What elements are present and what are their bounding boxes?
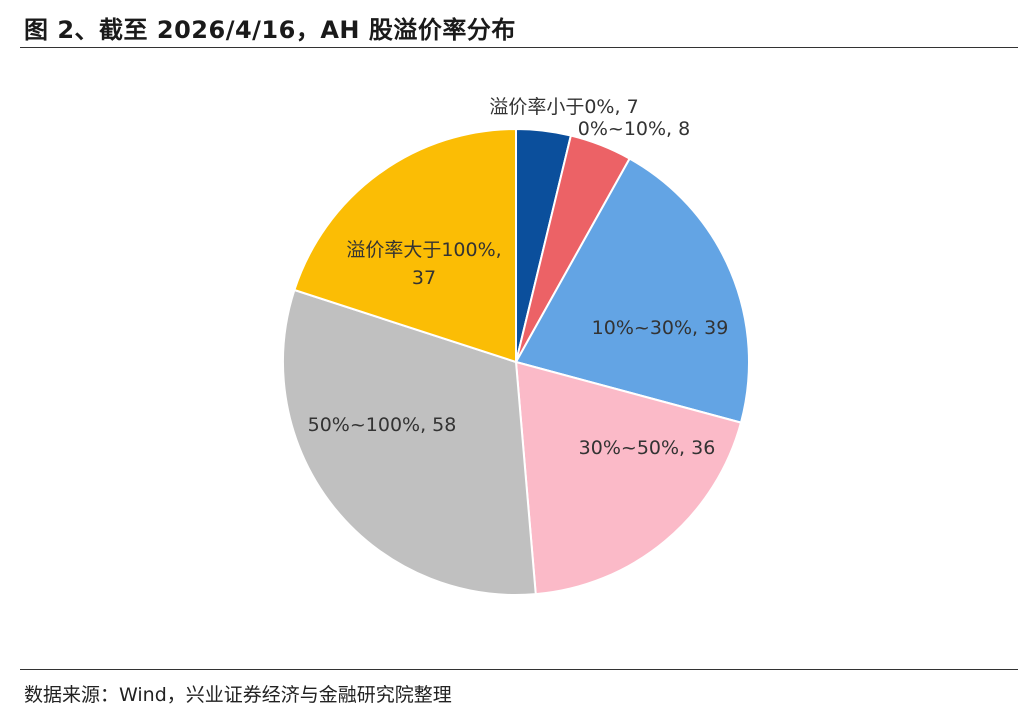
source-note: 数据来源：Wind，兴业证券经济与金融研究院整理 xyxy=(24,684,452,706)
pie-slice-5 xyxy=(282,288,537,596)
pie-slice-4 xyxy=(514,360,743,596)
pie-data-label-5: 50%~100%, 58 xyxy=(308,414,457,436)
source-rule xyxy=(20,669,1018,670)
pie-data-label-4: 30%~50%, 36 xyxy=(579,437,716,459)
pie-data-label-3: 10%~30%, 39 xyxy=(592,317,729,339)
pie-slice-6 xyxy=(293,127,517,364)
pie-slice-3 xyxy=(514,157,751,424)
pie-data-label-1: 溢价率小于0%, 7 xyxy=(489,96,638,118)
title-rule xyxy=(20,47,1018,48)
pie-data-label-2: 0%~10%, 8 xyxy=(578,118,690,140)
figure-title: 图 2、截至 2026/4/16，AH 股溢价率分布 xyxy=(24,16,516,44)
pie-chart: 溢价率小于0%, 7 0%~10%, 8 10%~30%, 39 30%~50%, 3… xyxy=(0,50,1024,666)
pie-data-label-6: 溢价率大于100%, 37 xyxy=(346,239,501,289)
pie-chart-svg: 溢价率小于0%, 70%~10%, 8 10%~30%, 39 30%~50%, 3… xyxy=(282,96,751,596)
